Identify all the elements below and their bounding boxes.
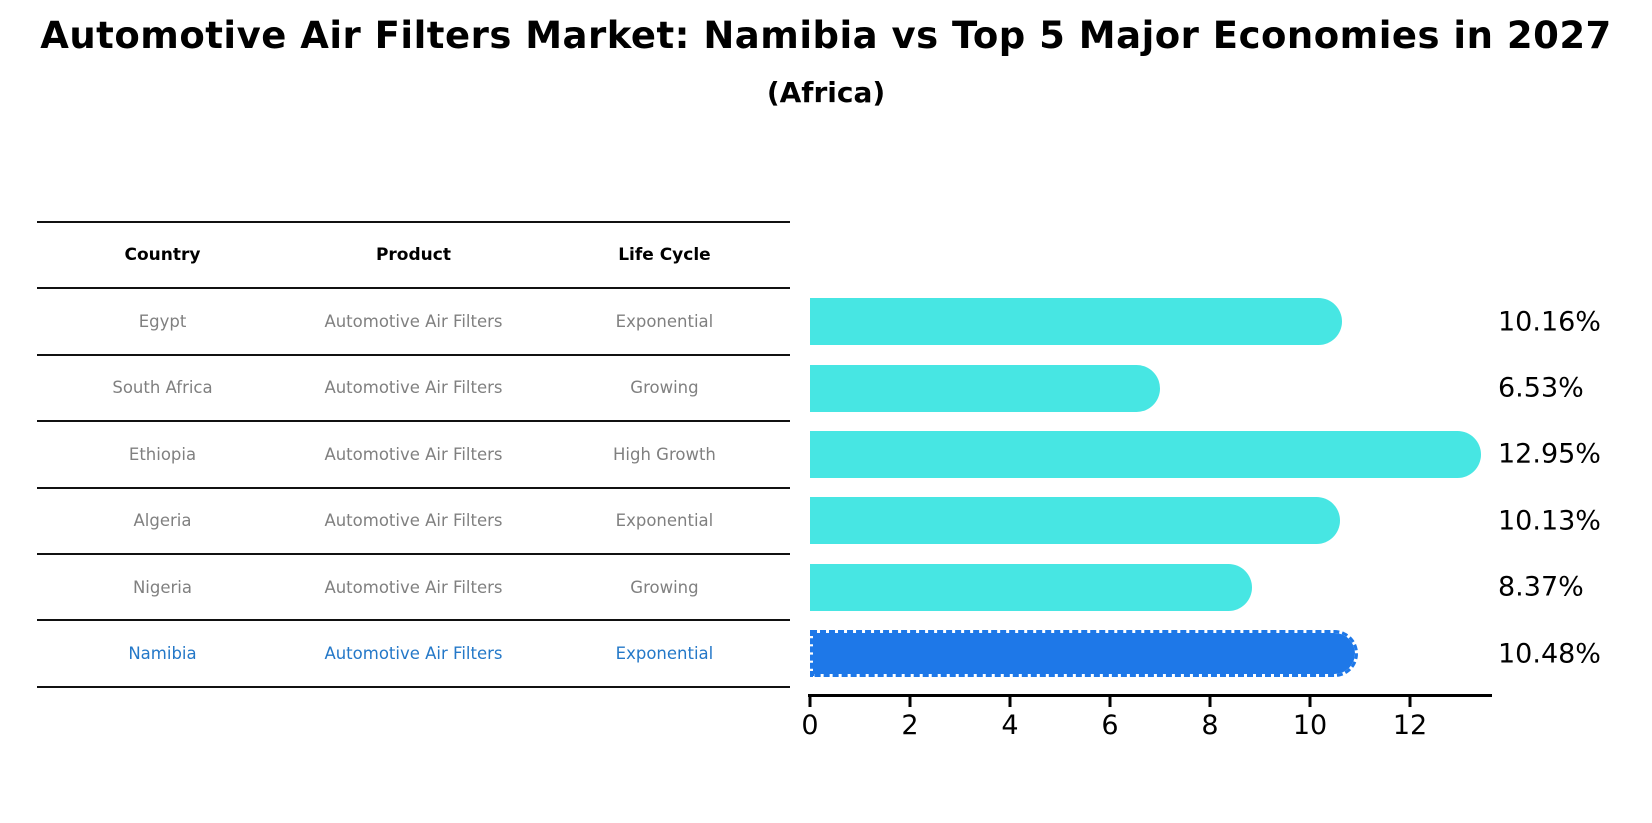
cell-country: Nigeria — [132, 577, 192, 597]
x-tick-label: 8 — [1201, 710, 1219, 741]
x-tick-mark — [1108, 697, 1112, 707]
bar-algeria — [810, 497, 1340, 545]
comparison-table: Country Product Life Cycle Egypt Automoti… — [37, 221, 790, 688]
cell-country: Namibia — [128, 644, 197, 664]
cell-country: South Africa — [112, 378, 213, 398]
x-tick-mark — [1308, 697, 1312, 707]
x-tick-mark — [1208, 697, 1212, 707]
cell-life-cycle: Exponential — [615, 511, 714, 531]
value-label-ethiopia: 12.95% — [1498, 438, 1601, 470]
x-tick-label: 0 — [801, 710, 819, 741]
value-label-nigeria: 8.37% — [1498, 571, 1584, 603]
cell-life-cycle: High Growth — [613, 444, 716, 464]
table-row-namibia: Namibia Automotive Air Filters Exponential — [37, 621, 790, 688]
x-tick-mark — [1008, 697, 1012, 707]
cell-product: Automotive Air Filters — [324, 644, 503, 664]
table-header-row: Country Product Life Cycle — [37, 223, 790, 290]
cell-product: Automotive Air Filters — [324, 511, 503, 531]
value-label-egypt: 10.16% — [1498, 306, 1601, 338]
cell-product: Automotive Air Filters — [324, 577, 503, 597]
column-header-country: Country — [124, 245, 201, 266]
table-row-nigeria: Nigeria Automotive Air Filters Growing — [37, 555, 790, 622]
x-tick-label: 12 — [1392, 710, 1428, 741]
cell-country: Egypt — [138, 312, 187, 332]
x-tick-label: 10 — [1292, 710, 1328, 741]
cell-life-cycle: Exponential — [615, 644, 714, 664]
cell-life-cycle: Exponential — [615, 312, 714, 332]
bar-ethiopia — [810, 430, 1481, 478]
x-tick-mark — [908, 697, 912, 707]
x-tick-label: 6 — [1101, 710, 1119, 741]
page-subtitle: (Africa) — [766, 76, 886, 109]
x-tick-mark — [1408, 697, 1412, 707]
x-tick-mark — [808, 697, 812, 707]
value-label-algeria: 10.13% — [1498, 505, 1601, 537]
x-tick-label: 2 — [901, 710, 919, 741]
cell-product: Automotive Air Filters — [324, 378, 503, 398]
value-label-namibia: 10.48% — [1498, 638, 1601, 670]
cell-product: Automotive Air Filters — [324, 312, 503, 332]
cell-life-cycle: Growing — [630, 577, 699, 597]
bar-nigeria — [810, 563, 1252, 611]
column-header-product: Product — [375, 245, 451, 266]
x-axis — [808, 694, 1492, 697]
column-header-life-cycle: Life Cycle — [618, 245, 711, 266]
table-row-egypt: Egypt Automotive Air Filters Exponential — [37, 289, 790, 356]
table-row-ethiopia: Ethiopia Automotive Air Filters High Growt… — [37, 422, 790, 489]
bar-namibia — [810, 630, 1358, 678]
bar-south-africa — [810, 364, 1160, 412]
cell-country: Algeria — [133, 511, 192, 531]
cell-product: Automotive Air Filters — [324, 444, 503, 464]
x-tick-label: 4 — [1001, 710, 1019, 741]
value-label-south-africa: 6.53% — [1498, 372, 1584, 404]
cell-country: Ethiopia — [128, 444, 197, 464]
table-body: Egypt Automotive Air Filters Exponential So… — [37, 289, 790, 688]
table-row-algeria: Algeria Automotive Air Filters Exponential — [37, 489, 790, 555]
bar-egypt — [810, 298, 1342, 346]
cell-life-cycle: Growing — [630, 378, 699, 398]
page-title: Automotive Air Filters Market: Namibia v… — [40, 14, 1612, 57]
table-row-south-africa: South Africa Automotive Air Filters Growin… — [37, 356, 790, 423]
